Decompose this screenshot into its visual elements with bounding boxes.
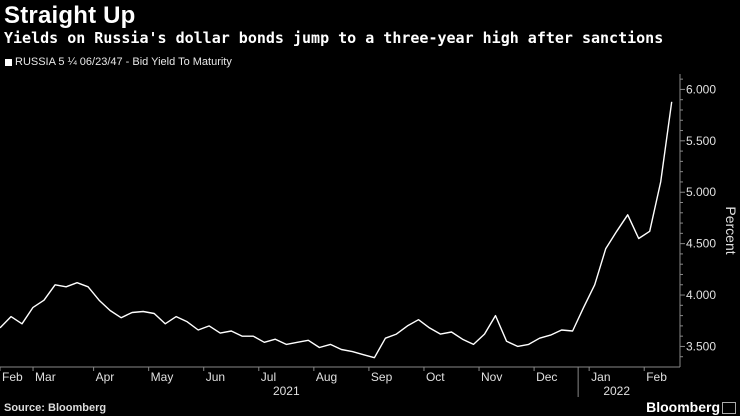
legend-swatch-icon [5,58,12,66]
y-tick-label: 5.500 [686,134,716,148]
legend-label: RUSSIA 5 ¼ 06/23/47 - Bid Yield To Matur… [15,56,232,68]
x-tick-label: Nov [481,370,502,384]
x-tick-label: Feb [646,370,667,384]
x-tick-label: Aug [316,370,337,384]
x-tick-label: Sep [371,370,393,384]
x-tick-label: Apr [96,370,115,384]
chart-legend: RUSSIA 5 ¼ 06/23/47 - Bid Yield To Matur… [5,56,232,68]
x-tick-label: May [151,370,174,384]
x-tick-label: Feb [2,370,23,384]
x-tick-label: Jun [206,370,225,384]
chart-title: Straight Up [4,2,136,29]
x-tick-label: Dec [536,370,557,384]
x-tick-label: Jan [591,370,610,384]
year-label: 2021 [273,384,300,398]
x-tick-label: Mar [35,370,56,384]
source-note: Source: Bloomberg [4,402,107,414]
y-tick-label: 6.000 [686,82,716,96]
y-tick-label: 3.500 [686,339,716,353]
y-tick-label: 4.500 [686,237,716,251]
y-tick-label: 5.000 [686,185,716,199]
y-axis-title: Percent [723,206,739,254]
x-tick-label: Jul [261,370,276,384]
year-label: 2022 [603,384,630,398]
x-tick-label: Oct [426,370,445,384]
series-line [0,101,673,359]
brand-logo: Bloomberg [646,399,720,415]
chart-subtitle: Yields on Russia's dollar bonds jump to … [4,29,664,47]
brand-mark-icon [722,402,736,414]
y-tick-label: 4.000 [686,288,716,302]
